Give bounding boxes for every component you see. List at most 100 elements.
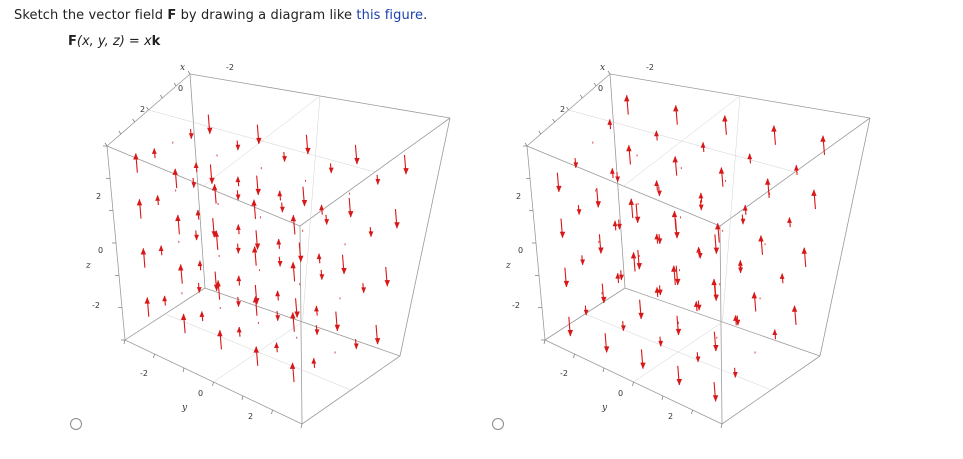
field-arrowhead — [256, 137, 262, 145]
field-arrowhead — [654, 233, 660, 240]
field-arrowhead — [563, 280, 570, 288]
tick-mark — [271, 409, 273, 415]
field-arrowhead — [674, 232, 680, 239]
field-arrowhead — [697, 252, 703, 259]
box-edge — [719, 225, 723, 425]
tick-mark — [173, 82, 177, 87]
box-gridline — [203, 95, 321, 187]
field-arrowhead — [235, 176, 241, 183]
field-arrowhead — [722, 115, 728, 122]
field-arrowhead — [733, 315, 738, 321]
field-arrowhead — [301, 199, 308, 207]
choice-b-radio[interactable] — [492, 418, 504, 430]
field-arrowhead — [654, 286, 660, 293]
tick-mark — [212, 381, 214, 387]
field-arrowhead — [384, 280, 390, 287]
field-arrowhead — [779, 273, 785, 279]
field-arrowhead — [144, 297, 150, 304]
field-arrowhead — [324, 219, 330, 225]
vector-field-plot-b: x y z 2 0 -2 2 0 -2 -2 0 2 — [500, 56, 900, 446]
field-arrowhead — [394, 222, 400, 229]
field-arrowhead — [617, 223, 622, 230]
tick-mark — [182, 367, 185, 373]
field-arrowhead — [715, 222, 721, 230]
field-arrowhead — [732, 372, 738, 378]
field-arrowhead — [787, 217, 792, 223]
field-arrowhead — [676, 378, 682, 386]
field-arrowhead — [671, 265, 677, 272]
field-arrowhead — [700, 141, 706, 148]
field-arrowhead — [209, 177, 215, 185]
field-arrowhead — [621, 325, 626, 332]
field-arrowhead — [793, 164, 799, 171]
z-tick-label: -2 — [92, 301, 100, 310]
field-arrowhead — [290, 261, 296, 269]
field-arrowhead — [567, 330, 574, 337]
field-arrowhead — [615, 272, 621, 279]
field-arrowhead — [598, 247, 604, 254]
field-arrowhead — [236, 301, 241, 308]
field-arrowhead — [277, 261, 283, 267]
tick-mark — [132, 118, 135, 123]
field-arrowhead — [253, 346, 259, 353]
field-arrowhead — [193, 162, 199, 168]
field-arrowhead — [640, 362, 646, 370]
field-arrowhead — [657, 190, 662, 197]
tick-mark — [153, 353, 155, 359]
field-arrowhead — [274, 342, 279, 348]
field-arrowhead — [290, 312, 296, 319]
field-arrowhead — [698, 192, 704, 199]
field-arrowhead — [280, 206, 285, 213]
field-arrowhead — [158, 245, 164, 252]
tick-mark — [543, 339, 546, 345]
field-arrowhead — [713, 247, 720, 255]
choice-a-radio[interactable] — [70, 418, 82, 430]
field-arrowhead — [235, 144, 241, 151]
field-arrowhead — [305, 147, 311, 155]
field-arrowhead — [601, 296, 607, 304]
tick-mark — [538, 130, 542, 135]
field-arrowhead — [294, 311, 300, 318]
field-arrowhead — [316, 253, 322, 260]
box-edge — [189, 73, 206, 289]
question-text: Sketch the vector field F by drawing a d… — [14, 8, 428, 23]
field-arrowhead — [764, 178, 771, 185]
axis-y-label: y — [181, 403, 188, 413]
box-gridline — [722, 95, 741, 323]
z-tick-label: 2 — [96, 192, 101, 201]
field-arrowhead — [282, 156, 287, 163]
field-arrowhead — [235, 247, 241, 254]
field-arrowhead — [140, 247, 147, 255]
field-arrowhead — [628, 198, 634, 205]
field-arrowhead — [603, 346, 610, 353]
z-tick-label: 2 — [516, 192, 521, 201]
tick-mark — [187, 70, 191, 75]
field-arrowhead — [634, 216, 641, 224]
field-arrowhead — [559, 231, 566, 239]
vector-field-plot-a-svg: x y z 2 0 -2 2 0 -2 -2 0 2 — [85, 63, 451, 429]
z-tick-label: 0 — [518, 246, 523, 255]
field-arrowhead — [133, 152, 139, 160]
field-arrowhead — [289, 362, 296, 369]
field-arrowhead — [328, 167, 334, 174]
field-arrowhead — [162, 295, 168, 302]
field-arrowhead — [675, 278, 681, 286]
tick-mark — [580, 94, 583, 99]
field-arrowhead — [197, 260, 203, 267]
field-arrowhead — [626, 144, 632, 152]
tick-mark — [524, 142, 528, 147]
field-arrowhead — [213, 230, 219, 237]
field-arrowhead — [811, 189, 817, 196]
tick-mark — [720, 423, 723, 429]
this-figure-link[interactable]: this figure — [356, 8, 424, 23]
field-arrowhead — [235, 194, 241, 201]
field-arrowhead — [636, 263, 643, 270]
field-arrowhead — [713, 344, 719, 352]
y-tick-label: 2 — [248, 412, 253, 421]
field-arrowhead — [675, 328, 682, 336]
box-gridline — [302, 95, 321, 323]
axis-z-label: z — [85, 261, 91, 271]
field-arrowhead — [671, 210, 678, 218]
field-arrowhead — [314, 305, 319, 312]
tick-mark — [300, 423, 303, 429]
